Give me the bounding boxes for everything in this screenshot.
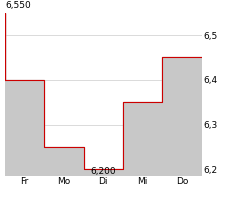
Text: 6,550: 6,550: [6, 1, 31, 10]
Polygon shape: [5, 13, 202, 176]
Text: 6,200: 6,200: [90, 167, 116, 176]
